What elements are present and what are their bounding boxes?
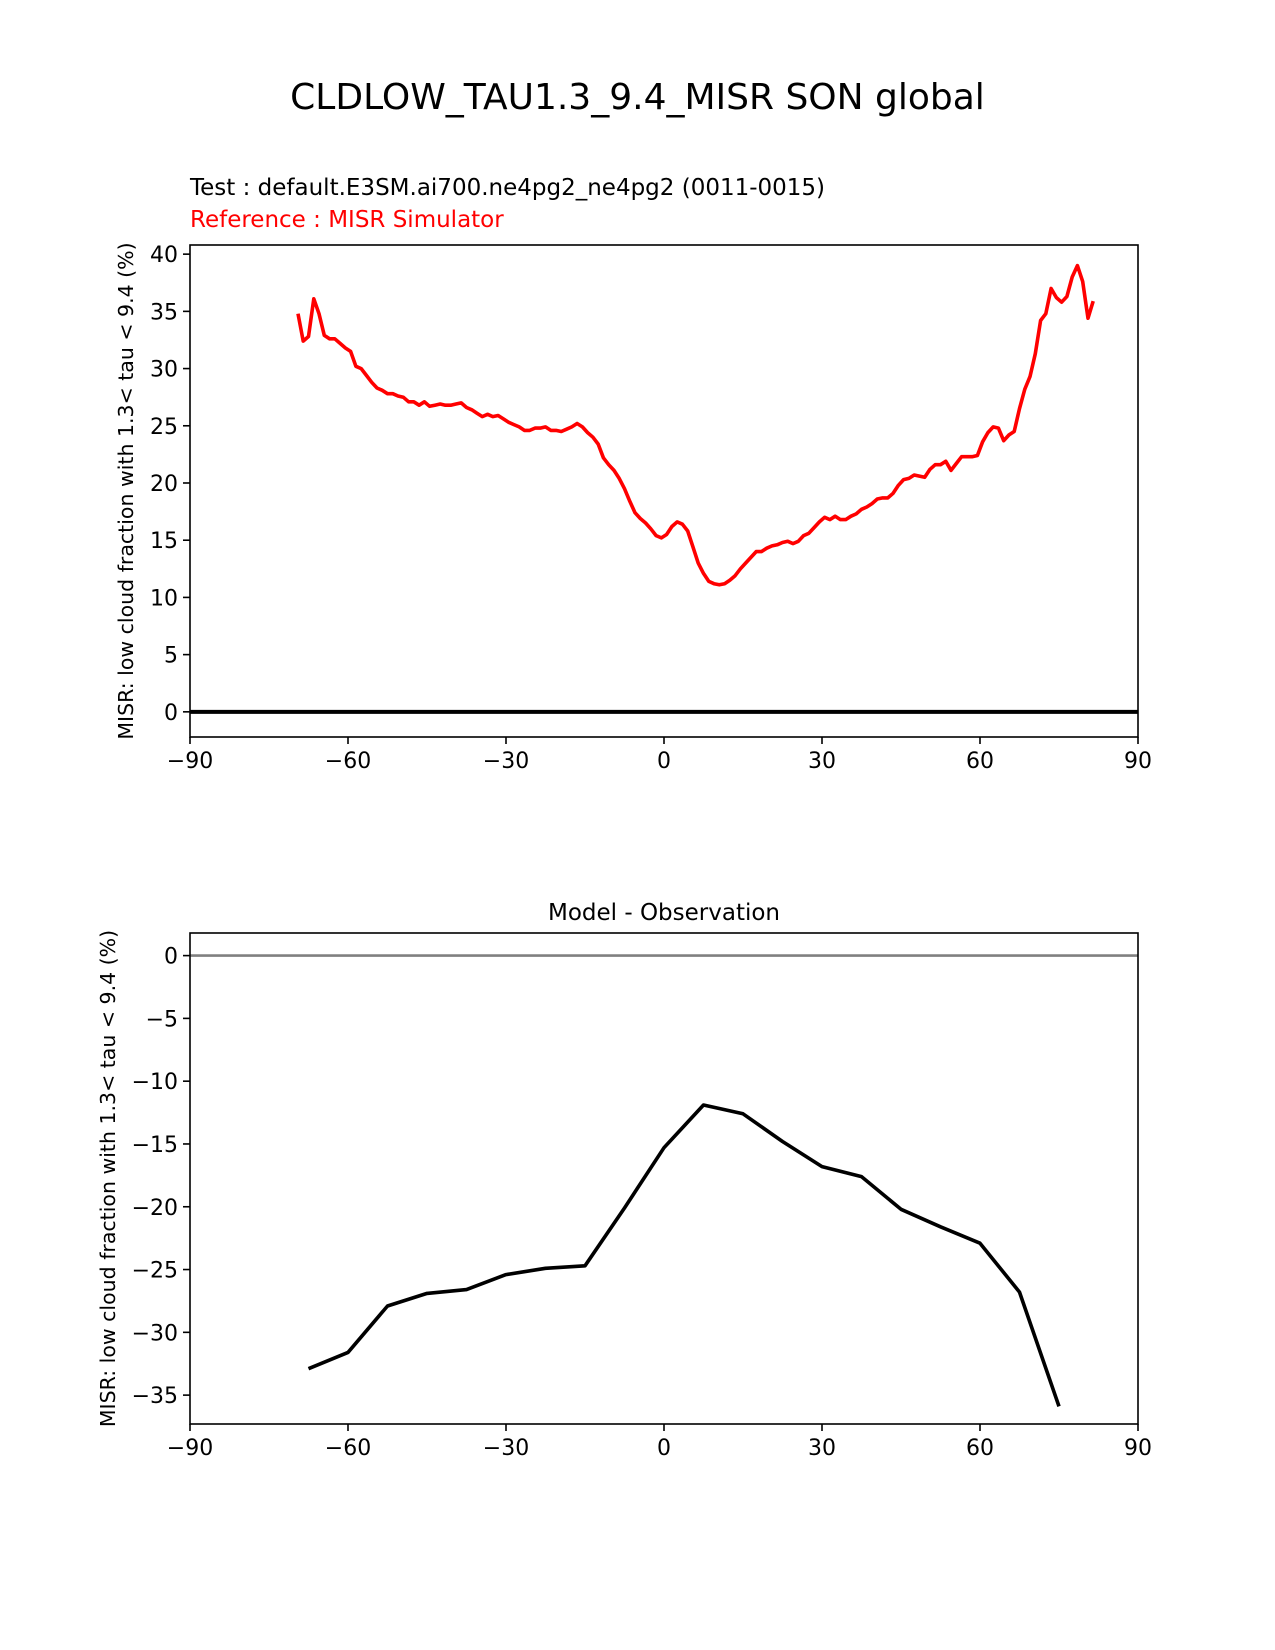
bottom-x-tick-label: 90 (1124, 1436, 1152, 1461)
top-x-tick-label: 60 (966, 749, 994, 774)
bottom-y-tick-label: −30 (132, 1321, 178, 1346)
top-x-tick-label: −90 (167, 749, 213, 774)
top-y-tick-label: 30 (150, 358, 178, 383)
bottom-x-tick-label: 30 (808, 1436, 836, 1461)
top-x-tick-label: 90 (1124, 749, 1152, 774)
top-y-tick-label: 0 (164, 701, 178, 726)
top-y-tick-label: 35 (150, 300, 178, 325)
bottom-y-tick-label: −35 (132, 1384, 178, 1409)
bottom-y-tick-label: 0 (164, 945, 178, 970)
top-series-line-0 (296, 263, 1095, 587)
reference-label: Reference : MISR Simulator (190, 207, 504, 233)
top-y-tick-label: 20 (150, 472, 178, 497)
bottom-x-tick-label: 60 (966, 1436, 994, 1461)
bottom-series-line-0 (307, 1103, 1061, 1407)
top-y-tick-label: 10 (150, 586, 178, 611)
bottom-axes-frame (189, 932, 1139, 1425)
bottom-y-tick-label: −25 (132, 1259, 178, 1284)
top-x-tick-label: −60 (325, 749, 371, 774)
top-x-tick-label: 0 (657, 749, 671, 774)
bottom-x-tick-label: −60 (325, 1436, 371, 1461)
bottom-y-tick-label: −10 (132, 1070, 178, 1095)
top-x-tick-label: 30 (808, 749, 836, 774)
bottom-x-tick-label: −90 (167, 1436, 213, 1461)
top-y-axis-label: MISR: low cloud fraction with 1.3< tau <… (114, 242, 138, 739)
bottom-x-tick-label: 0 (657, 1436, 671, 1461)
bottom-chart-title: Model - Observation (547, 900, 781, 926)
top-y-tick-label: 5 (164, 644, 178, 669)
test-label: Test : default.E3SM.ai700.ne4pg2_ne4pg2 … (190, 175, 826, 201)
bottom-x-tick-label: −30 (483, 1436, 529, 1461)
bottom-y-tick-label: −20 (132, 1196, 178, 1221)
bottom-y-tick-label: −15 (132, 1133, 178, 1158)
top-y-tick-label: 40 (150, 243, 178, 268)
bottom-y-axis-label: MISR: low cloud fraction with 1.3< tau <… (96, 930, 120, 1427)
top-x-tick-label: −30 (483, 749, 529, 774)
figure-title: CLDLOW_TAU1.3_9.4_MISR SON global (290, 77, 985, 118)
bottom-y-tick-label: −5 (146, 1007, 178, 1032)
top-y-tick-label: 25 (150, 415, 178, 440)
top-y-tick-label: 15 (150, 529, 178, 554)
top-chart: −90 −60 −30 0 30 60 90 0 5 10 15 20 25 30 35 40 MISR: lo… (114, 242, 1152, 774)
bottom-chart: −90 −60 −30 0 30 60 90 0 −5 −10 −15 −20 −25 −30 −35 MIS… (96, 930, 1152, 1461)
